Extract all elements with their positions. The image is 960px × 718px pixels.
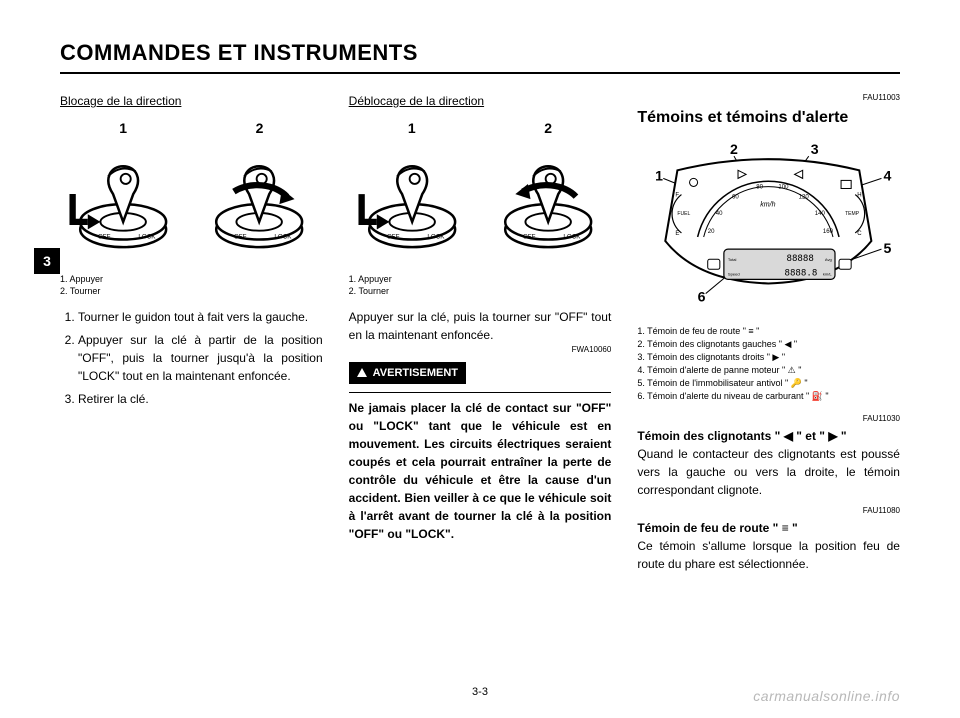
col1-legend-1: 1. Appuyer [60,273,323,285]
warning-block: AVERTISEMENT Ne jamais placer la clé de … [349,358,612,544]
dash-num-4: 4 [884,167,892,183]
svg-text:H: H [858,193,862,199]
dash-legend-3: 3. Témoin des clignotants droits " ▶ " [637,351,900,364]
svg-text:8888.8: 8888.8 [785,268,818,278]
col1-steps: Tourner le guidon tout à fait vers la ga… [60,308,323,408]
dash-legend-2: 2. Témoin des clignotants gauches " ◀ " [637,338,900,351]
svg-text:LOCK: LOCK [563,233,581,240]
svg-text:160: 160 [823,229,834,235]
svg-text:km/h: km/h [761,202,776,209]
key-turn-figure-2: OFF LOCK [485,141,611,267]
col2-fig2-num: 2 [485,118,611,139]
col1-fig2-num: 2 [196,118,322,139]
col1-legend-2: 2. Tourner [60,285,323,297]
dash-legend-6: 6. Témoin d'alerte du niveau de carburan… [637,390,900,403]
svg-text:20: 20 [708,229,715,235]
col3-p1-body: Quand le contacteur des clignotants est … [637,447,900,497]
col2-legend-2: 2. Tourner [349,285,612,297]
col2-figure-pair: 1 OFF LOCK [349,118,612,267]
col3-p1: Témoin des clignotants " ◀ " et " ▶ " Qu… [637,427,900,499]
dash-num-5: 5 [884,240,892,256]
col1-step-2: Appuyer sur la clé à partir de la positi… [78,331,323,385]
svg-text:LOCK: LOCK [138,233,156,240]
col2-ref1: FWA10060 [349,344,612,356]
col1-fig1-num: 1 [60,118,186,139]
key-turn-figure: OFF LOCK [196,141,322,267]
col2-figure-legend: 1. Appuyer 2. Tourner [349,273,612,297]
svg-text:80: 80 [757,184,764,190]
dashboard-legend: 1. Témoin de feu de route " ≡ " 2. Témoi… [637,325,900,403]
col3-p2: Témoin de feu de route " ≡ " Ce témoin s… [637,519,900,573]
svg-text:Total: Total [728,257,737,262]
col3-ref3: FAU11080 [637,505,900,517]
svg-text:120: 120 [799,195,810,201]
warning-label: AVERTISEMENT [349,362,466,385]
chapter-tab: 3 [34,248,60,274]
col2-para: Appuyer sur la clé, puis la tourner sur … [349,308,612,344]
column-3: FAU11003 Témoins et témoins d'alerte 1 2… [637,92,900,573]
svg-text:C: C [858,231,863,237]
svg-text:OFF: OFF [98,233,111,240]
three-column-layout: Blocage de la direction 1 [60,92,900,573]
svg-text:Speed: Speed [728,271,740,276]
dash-legend-5: 5. Témoin de l'immobilisateur antivol " … [637,377,900,390]
page-title: COMMANDES ET INSTRUMENTS [60,40,900,74]
svg-text:LOCK: LOCK [427,233,445,240]
col2-subhead: Déblocage de la direction [349,92,612,110]
svg-text:Avg: Avg [825,257,832,262]
svg-text:88888: 88888 [787,254,814,264]
dash-num-3: 3 [811,141,819,157]
dash-num-2: 2 [730,141,738,157]
key-press-figure: OFF LOCK [60,141,186,267]
dashboard-figure: 1 2 3 4 5 6 [637,140,900,317]
col3-p2-title: Témoin de feu de route " ≡ " [637,521,797,535]
dash-legend-4: 4. Témoin d'alerte de panne moteur " ⚠ " [637,364,900,377]
svg-text:60: 60 [732,195,739,201]
svg-text:km/L: km/L [823,271,832,276]
svg-text:TEMP: TEMP [845,211,860,217]
col1-step-3: Retirer la clé. [78,390,323,408]
col2-legend-1: 1. Appuyer [349,273,612,285]
column-1: Blocage de la direction 1 [60,92,323,573]
col3-p2-body: Ce témoin s'allume lorsque la position f… [637,539,900,571]
warning-text: Ne jamais placer la clé de contact sur "… [349,399,612,543]
manual-page: COMMANDES ET INSTRUMENTS 3 Blocage de la… [0,0,960,718]
col3-ref-top: FAU11003 [637,92,900,104]
warning-label-text: AVERTISEMENT [373,365,458,382]
col3-ref2: FAU11030 [637,413,900,425]
col3-title: Témoins et témoins d'alerte [637,106,900,130]
col1-figure-pair: 1 OFF LOCK [60,118,323,267]
svg-text:40: 40 [716,211,723,217]
svg-text:140: 140 [815,211,826,217]
warning-triangle-icon [357,368,367,377]
dash-num-6: 6 [698,289,706,305]
col1-figure-legend: 1. Appuyer 2. Tourner [60,273,323,297]
dash-legend-1: 1. Témoin de feu de route " ≡ " [637,325,900,338]
svg-text:LOCK: LOCK [275,233,293,240]
svg-text:OFF: OFF [523,233,536,240]
dash-num-1: 1 [656,167,664,183]
svg-text:OFF: OFF [234,233,247,240]
col3-p1-title: Témoin des clignotants " ◀ " et " ▶ " [637,429,846,443]
col1-subhead: Blocage de la direction [60,92,323,110]
svg-text:OFF: OFF [387,233,400,240]
svg-text:F: F [676,193,680,199]
key-press-figure-2: OFF LOCK [349,141,475,267]
watermark: carmanualsonline.info [753,688,900,704]
col1-step-1: Tourner le guidon tout à fait vers la ga… [78,308,323,326]
svg-text:100: 100 [779,184,790,190]
svg-text:E: E [676,231,680,237]
column-2: Déblocage de la direction 1 [349,92,612,573]
warning-rule [349,392,612,393]
svg-text:FUEL: FUEL [678,211,691,217]
col2-fig1-num: 1 [349,118,475,139]
